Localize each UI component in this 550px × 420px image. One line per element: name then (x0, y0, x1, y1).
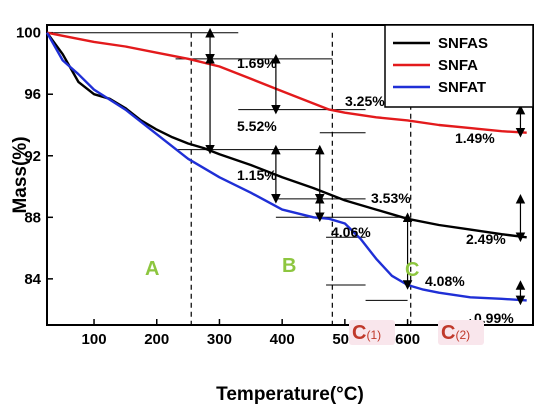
region-label: C(1) (352, 322, 381, 344)
legend-label-snfa: SNFA (438, 57, 478, 74)
plot-frame (46, 24, 534, 326)
mass-loss-label: 1.15% (237, 167, 277, 183)
region-label: C(2) (441, 322, 470, 344)
x-tick-label: 600 (395, 331, 420, 348)
y-tick-label: 100 (16, 25, 41, 42)
mass-loss-label: 4.06% (331, 224, 371, 240)
x-tick-label: 200 (144, 331, 169, 348)
legend-label-snfas: SNFAS (438, 35, 488, 52)
y-tick-label: 88 (24, 209, 41, 226)
x-tick-label: 100 (82, 331, 107, 348)
series-line-snfa (46, 31, 527, 134)
y-axis-title: Mass(%) (10, 136, 31, 213)
region-label: C (405, 259, 419, 281)
region-highlight (438, 320, 484, 345)
mass-loss-label: 3.25% (345, 93, 385, 109)
region-label: A (145, 258, 159, 280)
legend: SNFAS SNFA SNFAT (384, 24, 534, 108)
reference-lines (47, 32, 412, 325)
x-axis-title: Temperature(°C) (216, 384, 364, 405)
region-highlight (349, 320, 395, 345)
mass-loss-label: 2.49% (466, 231, 506, 247)
y-tick-label: 84 (24, 271, 41, 288)
legend-label-snfat: SNFAT (438, 79, 486, 96)
mass-loss-label: 5.52% (237, 118, 277, 134)
x-tick-label: 300 (207, 331, 232, 348)
region-label: B (282, 255, 296, 277)
mass-loss-label: 1.49% (455, 130, 495, 146)
mass-loss-label: 3.53% (371, 190, 411, 206)
y-tick-label: 92 (24, 148, 41, 165)
region-sub-label: (1) (366, 328, 381, 342)
region-sub-label: (2) (455, 328, 470, 342)
mass-loss-label: 4.08% (425, 273, 465, 289)
annotations: 1.69% 5.52% 1.15% 3.25% 3.53% 4.06% 1.49% 2.49%… (205, 27, 526, 326)
region-labels: A B C C(1) C(2) (145, 255, 484, 345)
mass-loss-label: 0.99% (474, 310, 514, 326)
mass-loss-label: 1.69% (237, 55, 277, 71)
x-tick-label: 400 (270, 331, 295, 348)
y-tick-label: 96 (24, 86, 41, 103)
